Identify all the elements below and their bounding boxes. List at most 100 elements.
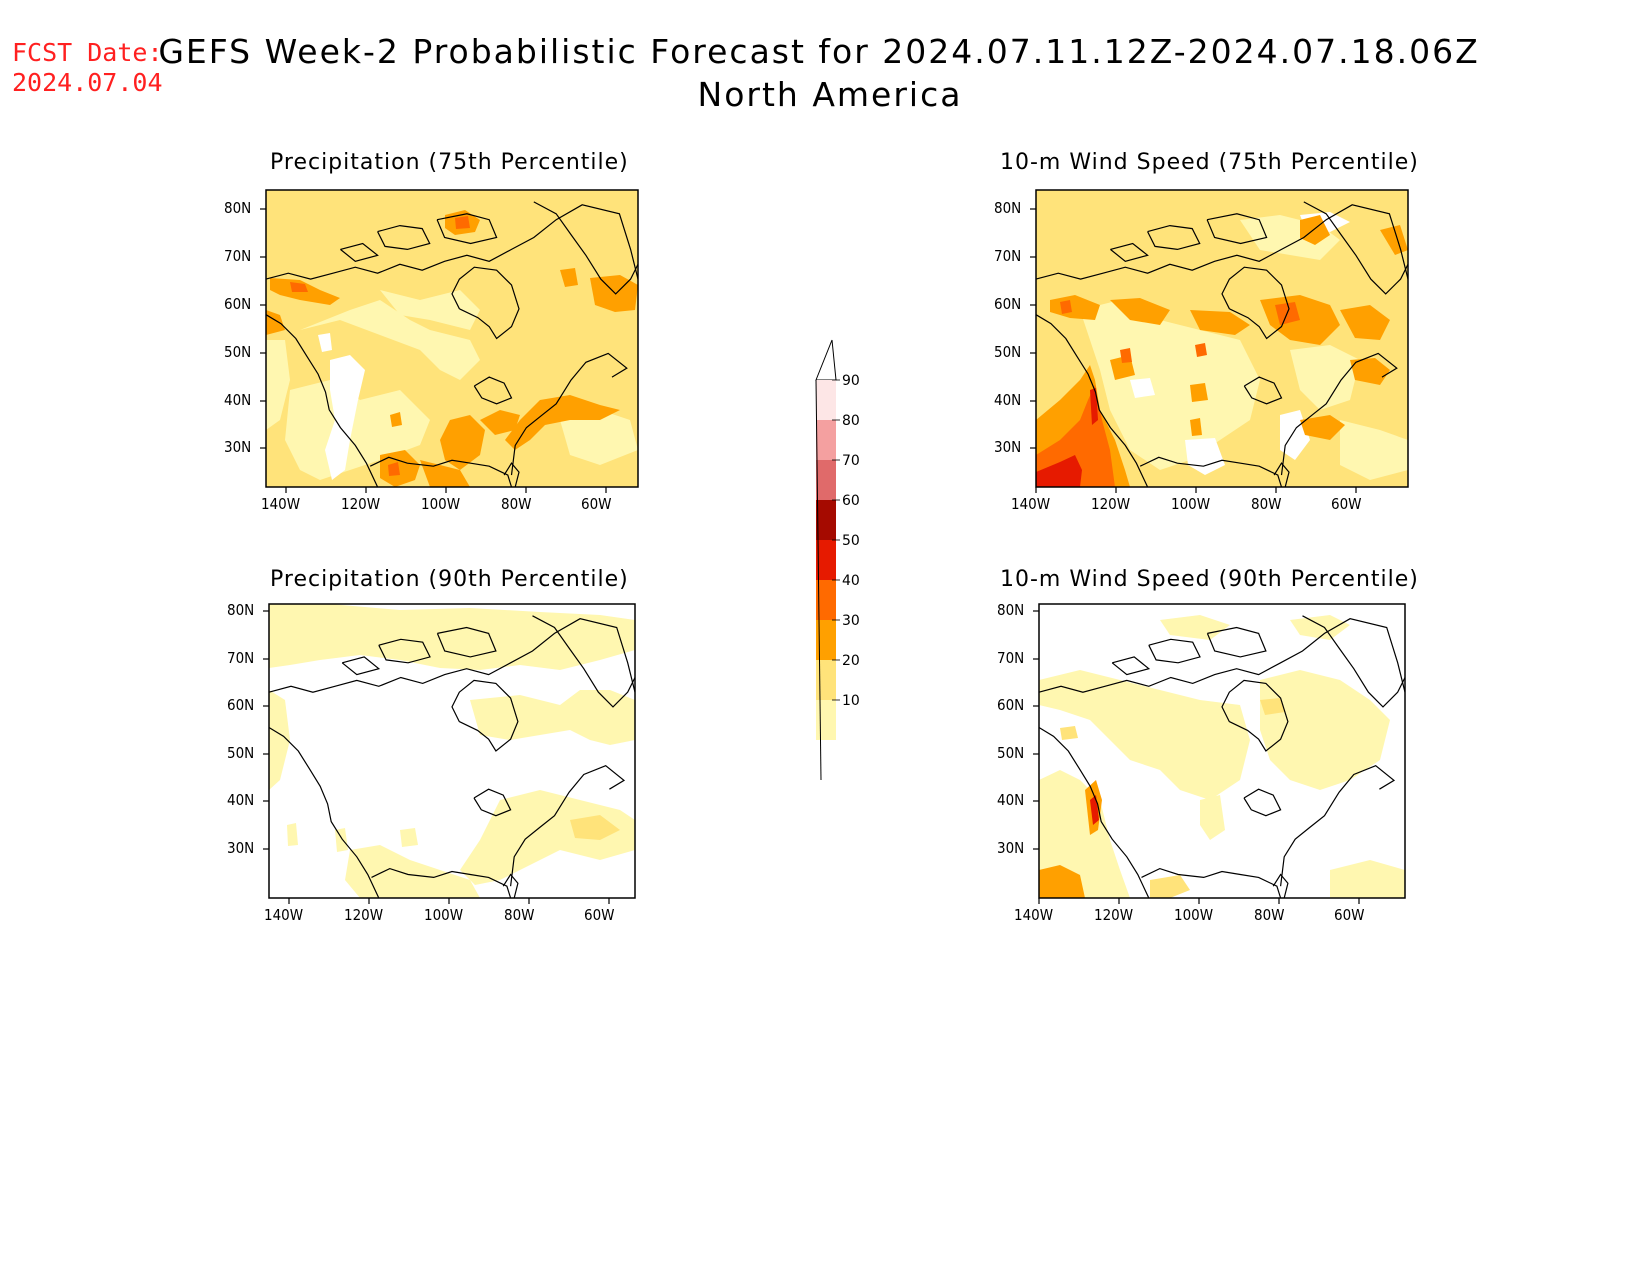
panel-title-wind-75: 10-m Wind Speed (75th Percentile) <box>1000 150 1419 175</box>
lon-label: 80W <box>1251 495 1282 513</box>
coastline <box>1111 656 1151 676</box>
coastline <box>436 213 498 245</box>
lat-label: 70N <box>227 649 255 667</box>
lat-label: 60N <box>997 696 1025 714</box>
coastline <box>265 314 379 488</box>
colorbar-swatch <box>816 620 836 660</box>
coastline <box>533 201 639 295</box>
coastline <box>1147 224 1201 251</box>
lat-label: 50N <box>224 343 252 361</box>
lon-label: 60W <box>1331 495 1362 513</box>
lon-label: 140W <box>264 906 304 924</box>
lon-label: 140W <box>1011 495 1051 513</box>
map-wind-75 <box>1036 190 1408 487</box>
coastline <box>1206 213 1268 245</box>
colorbar-edge <box>815 379 822 781</box>
coastline <box>1303 201 1409 295</box>
coastline <box>340 242 379 262</box>
map-frame-precip-90 <box>268 603 636 899</box>
coastline <box>1280 765 1396 887</box>
panel-title-wind-90: 10-m Wind Speed (90th Percentile) <box>1000 567 1419 592</box>
map-frame-precip-75 <box>265 189 639 488</box>
coastline <box>1035 204 1409 280</box>
lon-label: 140W <box>261 495 301 513</box>
coastline <box>1280 352 1398 476</box>
lat-label: 60N <box>994 295 1022 313</box>
lat-label: 60N <box>227 696 255 714</box>
coastline <box>1273 462 1290 488</box>
lat-label: 70N <box>224 247 252 265</box>
coastline <box>371 867 512 899</box>
colorbar-top-arrow <box>815 339 837 381</box>
colorbar-label: 80 <box>842 413 860 429</box>
page-title: GEFS Week-2 Probabilistic Forecast for 2… <box>158 32 1480 71</box>
colorbar: 10 20 30 40 50 60 70 80 90 <box>815 339 860 781</box>
map-precip-75 <box>266 190 638 487</box>
colorbar-swatch <box>816 380 836 420</box>
lon-label: 80W <box>504 906 535 924</box>
colorbar-swatch <box>816 700 836 740</box>
colorbar-label: 90 <box>842 373 860 389</box>
coastline <box>378 638 431 664</box>
colorbar-label: 70 <box>842 453 860 469</box>
coastline <box>436 626 497 658</box>
coastline <box>502 873 519 899</box>
coastline <box>1035 314 1149 488</box>
coastline <box>1110 242 1149 262</box>
lon-label: 120W <box>341 495 381 513</box>
fcst-label: FCST Date: <box>12 38 163 67</box>
coastline <box>1038 726 1150 899</box>
colorbar-label: 40 <box>842 573 860 589</box>
coastline <box>510 352 628 476</box>
lon-label: 140W <box>1014 906 1054 924</box>
coastline <box>1243 788 1282 817</box>
map-precip-90 <box>269 604 635 898</box>
lon-label: 80W <box>501 495 532 513</box>
lat-label: 40N <box>997 791 1025 809</box>
colorbar-swatch <box>816 420 836 460</box>
lat-label: 80N <box>224 199 252 217</box>
colorbar-swatch <box>816 540 836 580</box>
colorbar-label: 30 <box>842 613 860 629</box>
coastlines <box>265 201 1409 899</box>
lat-label: 70N <box>997 649 1025 667</box>
lon-label: 120W <box>1094 906 1134 924</box>
forecast-date-label: FCST Date: 2024.07.04 <box>12 38 163 98</box>
lat-label: 50N <box>227 744 255 762</box>
lon-label: 60W <box>1334 906 1365 924</box>
map-frame-wind-90 <box>1038 603 1406 899</box>
coastline <box>473 788 512 817</box>
coastline <box>1038 618 1406 693</box>
coastline <box>265 204 639 280</box>
lon-label: 120W <box>344 906 384 924</box>
coastline <box>268 726 380 899</box>
colorbar-swatch <box>816 580 836 620</box>
coastline <box>1243 376 1283 405</box>
colorbar-swatch <box>816 660 836 700</box>
lat-label: 30N <box>227 839 255 857</box>
map-wind-90 <box>1039 604 1405 898</box>
coastline <box>1148 638 1201 664</box>
lat-label: 50N <box>994 343 1022 361</box>
lat-label: 80N <box>227 601 255 619</box>
fcst-date: 2024.07.04 <box>12 68 163 97</box>
lat-label: 80N <box>997 601 1025 619</box>
coastline <box>1139 456 1283 488</box>
main-title: GEFS Week-2 Probabilistic Forecast for 2… <box>0 32 1650 114</box>
colorbar-label: 10 <box>842 693 860 709</box>
coastline <box>503 462 520 488</box>
lat-label: 60N <box>224 295 252 313</box>
coastline <box>1272 873 1289 899</box>
coastline <box>268 618 636 693</box>
coastline <box>473 376 513 405</box>
lon-label: 100W <box>421 495 461 513</box>
lat-label: 40N <box>227 791 255 809</box>
colorbar-swatch <box>816 500 836 540</box>
lat-label: 30N <box>997 839 1025 857</box>
lat-label: 50N <box>997 744 1025 762</box>
axis-ticks <box>260 208 1360 904</box>
coastline <box>369 456 513 488</box>
coastline <box>1221 679 1289 752</box>
coastline <box>510 765 626 887</box>
